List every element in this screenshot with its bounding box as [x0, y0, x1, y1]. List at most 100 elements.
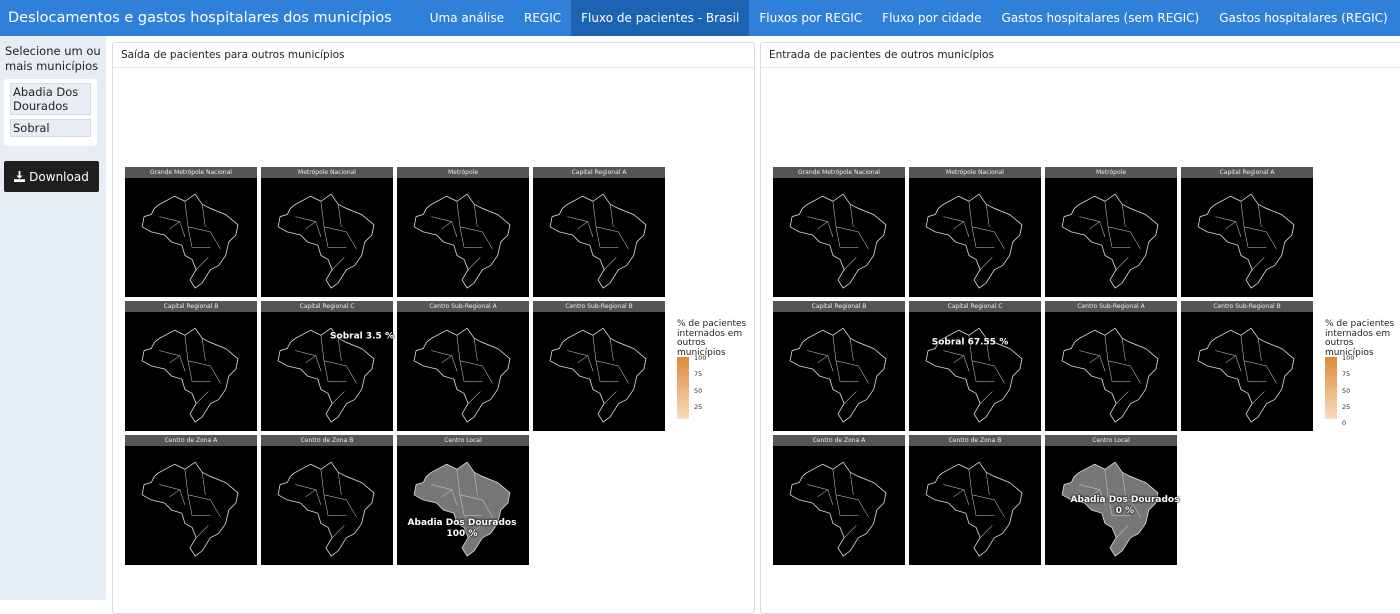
annotation-line: 0 %	[1115, 506, 1135, 516]
map	[277, 461, 375, 557]
country-outline	[925, 327, 1023, 423]
map-facet: Capital Regional A	[1181, 167, 1313, 297]
annotation-line: Sobral 3.5 %	[330, 331, 394, 342]
nav-item[interactable]: Uma análise	[429, 11, 505, 25]
state-borders	[943, 335, 1005, 404]
facet-title: Centro de Zona A	[773, 435, 905, 446]
selected-item[interactable]: Sobral	[10, 119, 91, 137]
legend-tick: 25	[1342, 402, 1351, 411]
annotation-line: Sobral 67.55 %	[931, 337, 1009, 348]
facet-title: Capital Regional C	[909, 301, 1041, 312]
state-borders	[159, 201, 221, 270]
map-facet: Centro de Zona A	[125, 435, 257, 565]
map	[141, 193, 239, 289]
facet-title: Metrópole Nacional	[261, 167, 393, 178]
map	[1197, 193, 1295, 289]
map	[549, 193, 647, 289]
panel: Entrada de pacientes de outros município…	[760, 42, 1400, 614]
state-borders	[807, 335, 869, 404]
country-outline	[277, 193, 375, 289]
country-outline	[789, 193, 887, 289]
facet-title: Grande Metrópole Nacional	[773, 167, 905, 178]
nav-item[interactable]: Gastos hospitalares (REGIC)	[1219, 11, 1388, 25]
country-outline	[277, 327, 375, 423]
country-outline	[141, 461, 239, 557]
nav-item[interactable]: Fluxo por cidade	[882, 11, 982, 25]
legend-tick: 50	[694, 386, 703, 395]
map	[789, 193, 887, 289]
map-facet: Centro Sub-Regional B	[1181, 301, 1313, 431]
facet-title: Metrópole	[1045, 167, 1177, 178]
country-outline	[789, 461, 887, 557]
facet-title: Capital Regional B	[125, 301, 257, 312]
map-facet: Centro de Zona B	[261, 435, 393, 565]
nav-item[interactable]: Fluxos por REGIC	[759, 11, 863, 25]
legend-colorbar	[677, 357, 689, 419]
panel-title: Saída de pacientes para outros município…	[113, 43, 754, 68]
state-borders	[807, 201, 869, 270]
navbar: Deslocamentos e gastos hospitalares dos …	[0, 0, 1400, 36]
legend-title: % de pacientes internados em outros muni…	[1325, 319, 1395, 358]
country-outline	[413, 461, 511, 557]
facet-title: Capital Regional B	[773, 301, 905, 312]
selected-item[interactable]: Abadia Dos Dourados	[10, 83, 91, 115]
map-annotation: Sobral 67.55 %	[932, 338, 1008, 349]
facet-title: Centro Sub-Regional B	[533, 301, 665, 312]
annotation-line: Abadia Dos Dourados	[1070, 495, 1180, 505]
map	[277, 327, 375, 423]
legend-colorbar	[1325, 357, 1337, 419]
panel: Saída de pacientes para outros município…	[112, 42, 755, 614]
map	[141, 461, 239, 557]
map-facet: Centro Sub-Regional A	[1045, 301, 1177, 431]
facet-title: Centro de Zona A	[125, 435, 257, 446]
map-facet: Centro de Zona B	[909, 435, 1041, 565]
nav-items: Uma análise REGIC Fluxo de pacientes - Bra…	[420, 0, 1400, 36]
map-facet: Metrópole Nacional	[261, 167, 393, 297]
sidebar: Selecione um ou mais municípios Abadia D…	[0, 36, 106, 600]
facet-title: Centro Local	[1045, 435, 1177, 446]
facet-title: Grande Metrópole Nacional	[125, 167, 257, 178]
map-facet: Grande Metrópole Nacional	[125, 167, 257, 297]
legend-tick: 75	[1342, 370, 1351, 379]
facet-title: Centro de Zona B	[909, 435, 1041, 446]
nav-item[interactable]: Gastos hospitalares (sem REGIC)	[1001, 11, 1200, 25]
map-annotation: Abadia Dos Dourados 0 %	[1071, 495, 1180, 517]
country-outline	[413, 193, 511, 289]
country-outline	[925, 193, 1023, 289]
state-borders	[159, 335, 221, 404]
facet-title: Centro Local	[397, 435, 529, 446]
map	[789, 327, 887, 423]
country-outline	[1061, 327, 1159, 423]
facet-title: Metrópole	[397, 167, 529, 178]
state-borders	[943, 469, 1005, 538]
map	[277, 193, 375, 289]
map-facet: Capital Regional A	[533, 167, 665, 297]
facet-title: Capital Regional C	[261, 301, 393, 312]
map	[1061, 461, 1159, 557]
state-borders	[295, 469, 357, 538]
map	[141, 327, 239, 423]
state-borders	[295, 201, 357, 270]
nav-item[interactable]: Fluxo de pacientes - Brasil	[571, 0, 750, 36]
map-facet: Centro Local Abadia Dos Dourados 100 %	[397, 435, 529, 565]
map-facet: Centro Local Abadia Dos Dourados 0 %	[1045, 435, 1180, 565]
map-facet: Centro de Zona A	[773, 435, 905, 565]
legend-tick: 25	[694, 402, 703, 411]
map	[413, 193, 511, 289]
brand: Deslocamentos e gastos hospitalares dos …	[8, 10, 392, 26]
country-outline	[1061, 193, 1159, 289]
nav-item[interactable]: REGIC	[524, 11, 562, 25]
download-button[interactable]: Download	[4, 161, 99, 192]
facet-title: Capital Regional A	[1181, 167, 1313, 178]
country-outline	[1197, 327, 1295, 423]
legend-title: % de pacientes internados em outros muni…	[677, 319, 747, 358]
state-borders	[567, 335, 629, 404]
facet-title: Centro Sub-Regional B	[1181, 301, 1313, 312]
state-borders	[1079, 335, 1141, 404]
country-outline	[789, 327, 887, 423]
select-input[interactable]: Abadia Dos Dourados Sobral	[4, 79, 97, 146]
map-facet: Capital Regional B	[773, 301, 905, 431]
map	[549, 327, 647, 423]
map-facet: Metrópole	[397, 167, 529, 297]
